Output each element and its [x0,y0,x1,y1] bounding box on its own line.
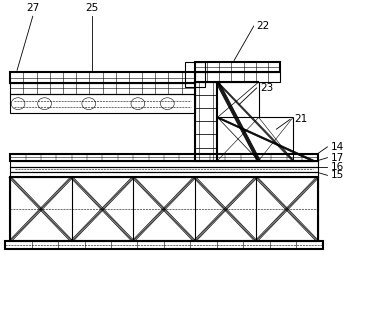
Text: 27: 27 [26,3,39,13]
Bar [10,154,318,161]
Text: 25: 25 [85,3,98,13]
Text: 15: 15 [330,170,344,181]
Bar [10,161,318,166]
Bar [10,72,195,83]
Text: 22: 22 [257,21,270,31]
Bar [185,62,205,87]
Text: 16: 16 [330,162,344,171]
Text: 23: 23 [261,83,274,93]
Bar [10,94,195,113]
Bar [10,177,318,241]
Text: 14: 14 [330,142,344,152]
Bar [10,83,195,94]
Text: 17: 17 [330,153,344,163]
Bar [10,166,318,172]
Bar [5,241,322,249]
Text: 21: 21 [294,114,307,124]
Bar [195,82,217,161]
Bar [195,62,280,72]
Bar [195,72,280,82]
Bar [10,172,318,177]
